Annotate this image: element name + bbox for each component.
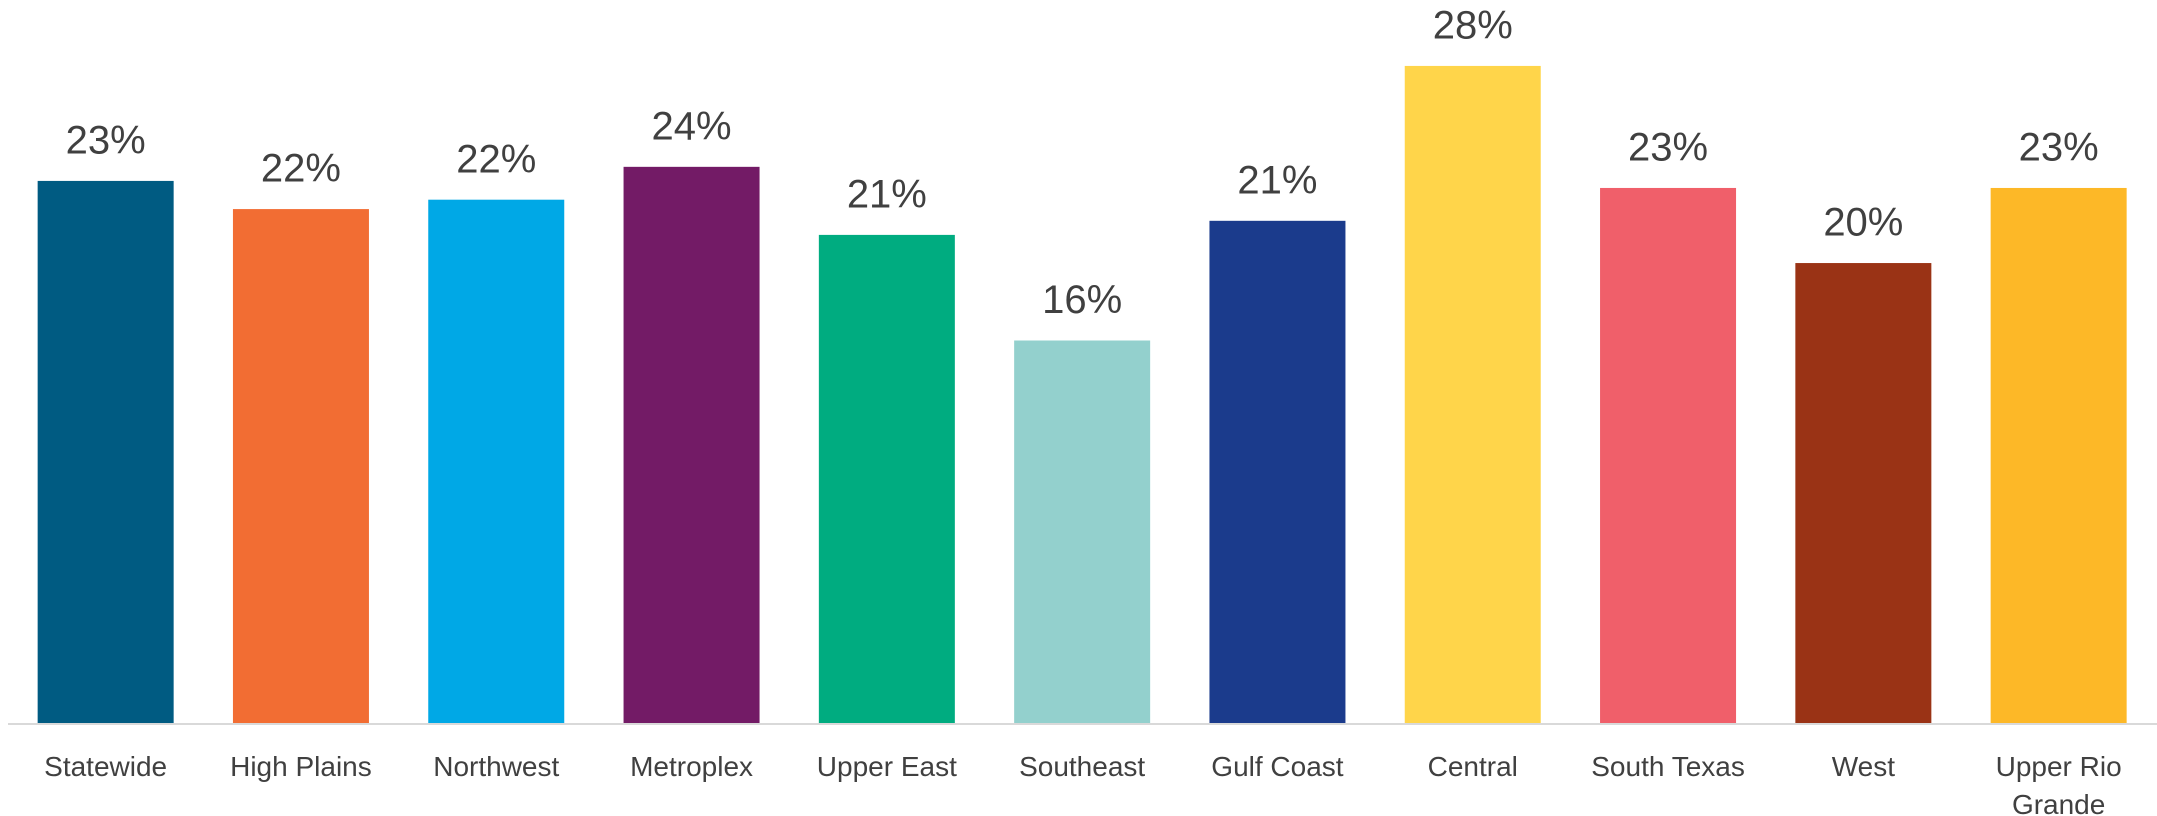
- bar: [1795, 263, 1932, 723]
- value-label: 21%: [1237, 158, 1317, 202]
- bar: [818, 234, 955, 724]
- bar: [428, 199, 565, 723]
- x-tick-label: Upper East: [816, 751, 957, 782]
- value-label: 23%: [66, 118, 146, 162]
- x-tick-label: Southeast: [1019, 751, 1146, 782]
- x-tick-label: High Plains: [230, 751, 372, 782]
- x-tick-label: Statewide: [44, 751, 168, 782]
- bar: [1990, 187, 2127, 723]
- value-label: 23%: [2019, 126, 2099, 170]
- value-label: 20%: [1823, 201, 1903, 245]
- bar: [232, 209, 369, 723]
- value-label: 21%: [847, 172, 927, 216]
- x-tick-label: South Texas: [1591, 751, 1745, 782]
- value-label: 28%: [1433, 3, 1513, 47]
- value-label: 22%: [456, 137, 536, 181]
- value-label: 24%: [652, 104, 732, 148]
- x-tick-label: Central: [1427, 751, 1518, 782]
- x-tick-label: Upper Rio Grande: [1995, 751, 2122, 816]
- bar: [1014, 340, 1151, 723]
- value-label: 23%: [1628, 126, 1708, 170]
- bar: [1404, 65, 1541, 723]
- x-tick-label: Metroplex: [630, 751, 754, 782]
- value-label: 16%: [1042, 278, 1122, 322]
- value-label: 22%: [261, 147, 341, 191]
- x-tick-label: West: [1831, 751, 1895, 782]
- bar: [37, 180, 174, 724]
- bar: [623, 166, 760, 724]
- x-tick-label: Gulf Coast: [1211, 751, 1344, 782]
- bar: [1600, 187, 1737, 723]
- x-tick-label: Northwest: [433, 751, 560, 782]
- bar: [1209, 220, 1346, 723]
